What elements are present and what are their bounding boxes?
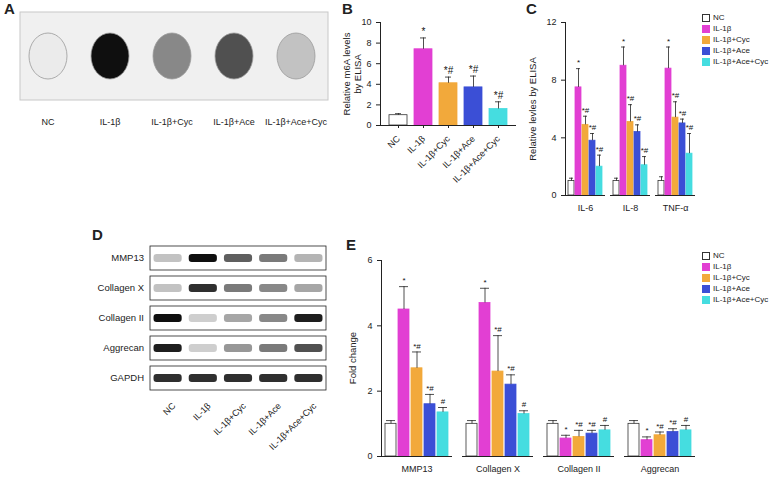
svg-text:IL-8: IL-8 xyxy=(623,203,639,213)
svg-text:0: 0 xyxy=(367,451,372,461)
svg-text:Collagen X: Collagen X xyxy=(476,464,520,474)
svg-text:*: * xyxy=(645,426,648,435)
svg-text:#: # xyxy=(684,415,689,424)
html-text:IL-1β: IL-1β xyxy=(713,24,732,33)
svg-text:#: # xyxy=(603,415,608,424)
svg-text:IL-1β: IL-1β xyxy=(100,117,121,127)
svg-text:NC: NC xyxy=(42,117,55,127)
svg-text:6: 6 xyxy=(367,255,372,265)
svg-text:IL-1β+Cyc: IL-1β+Cyc xyxy=(151,117,193,127)
html-text:E: E xyxy=(346,236,356,253)
svg-text:*#: *# xyxy=(469,64,479,75)
svg-text:*: * xyxy=(422,26,426,37)
svg-text:*#: *# xyxy=(575,420,583,429)
svg-text:12: 12 xyxy=(546,17,556,27)
svg-text:GAPDH: GAPDH xyxy=(110,372,144,383)
svg-text:Collagen X: Collagen X xyxy=(98,282,145,293)
svg-text:MMP13: MMP13 xyxy=(111,252,144,263)
html-text:Fold change: Fold change xyxy=(346,331,358,385)
svg-text:4: 4 xyxy=(551,133,556,143)
svg-text:*#: *# xyxy=(634,114,642,123)
html-text:IL-1β+Ace+Cyc: IL-1β+Ace+Cyc xyxy=(713,57,769,66)
svg-text:TNF-α: TNF-α xyxy=(663,203,689,213)
svg-text:*#: *# xyxy=(494,90,504,101)
svg-text:IL-1β+Ace: IL-1β+Ace xyxy=(213,117,254,127)
html-text:NC: NC xyxy=(713,13,725,22)
svg-text:*#: *# xyxy=(686,123,694,132)
svg-text:*: * xyxy=(622,37,625,46)
svg-text:*#: *# xyxy=(656,422,664,431)
svg-text:*#: *# xyxy=(669,418,677,427)
html-text:NC: NC xyxy=(713,251,725,260)
svg-text:*#: *# xyxy=(627,94,635,103)
svg-text:2: 2 xyxy=(366,100,371,110)
html-text:IL-1β+Cyc: IL-1β+Cyc xyxy=(713,35,750,44)
svg-text:*#: *# xyxy=(507,364,515,373)
svg-text:IL-1β+Cyc: IL-1β+Cyc xyxy=(415,133,452,171)
svg-text:8: 8 xyxy=(366,38,371,48)
svg-text:NC: NC xyxy=(386,133,403,150)
html-text:A: A xyxy=(4,0,15,17)
html-text:Relative m6A levels: Relative m6A levels xyxy=(341,32,352,115)
svg-text:0: 0 xyxy=(551,190,556,200)
html-text:IL-1β+Cyc: IL-1β+Cyc xyxy=(713,273,750,282)
html-text:IL-1β+Ace: IL-1β+Ace xyxy=(713,284,750,293)
svg-text:*#: *# xyxy=(413,342,421,351)
svg-text:Aggrecan: Aggrecan xyxy=(103,342,144,353)
svg-text:*#: *# xyxy=(494,325,502,334)
svg-text:*#: *# xyxy=(588,420,596,429)
svg-text:MMP13: MMP13 xyxy=(401,464,432,474)
html-text:Relative levles by ELISA: Relative levles by ELISA xyxy=(526,56,538,161)
svg-text:*: * xyxy=(564,425,567,434)
svg-text:0: 0 xyxy=(366,120,371,130)
svg-text:10: 10 xyxy=(361,17,371,27)
svg-text:IL-1β+Ace+Cyc: IL-1β+Ace+Cyc xyxy=(265,117,328,127)
svg-text:IL-1β: IL-1β xyxy=(191,401,213,423)
svg-text:Collagen II: Collagen II xyxy=(99,312,144,323)
svg-text:*#: *# xyxy=(582,106,590,115)
html-text:B: B xyxy=(342,0,353,17)
svg-text:4: 4 xyxy=(366,79,371,89)
html-text:D: D xyxy=(92,226,103,243)
svg-text:8: 8 xyxy=(551,75,556,85)
svg-text:2: 2 xyxy=(367,386,372,396)
svg-text:4: 4 xyxy=(367,321,372,331)
svg-text:IL-1β+Ace+Cyc: IL-1β+Ace+Cyc xyxy=(267,400,318,451)
svg-text:*: * xyxy=(483,278,486,287)
svg-text:*#: *# xyxy=(589,123,597,132)
svg-text:*#: *# xyxy=(641,146,649,155)
svg-text:*: * xyxy=(667,37,670,46)
svg-text:*#: *# xyxy=(444,65,454,76)
svg-text:*#: *# xyxy=(426,384,434,393)
svg-text:Collagen II: Collagen II xyxy=(557,464,600,474)
html-text:IL-1β: IL-1β xyxy=(713,262,732,271)
svg-text:Aggrecan: Aggrecan xyxy=(641,464,680,474)
svg-text:IL-6: IL-6 xyxy=(578,203,594,213)
svg-text:6: 6 xyxy=(366,59,371,69)
html-text:by ELISA: by ELISA xyxy=(352,53,363,94)
svg-text:#: # xyxy=(522,400,527,409)
html-text:IL-1β+Ace+Cyc: IL-1β+Ace+Cyc xyxy=(713,295,769,304)
svg-text:IL-1β+Cyc: IL-1β+Cyc xyxy=(211,400,248,437)
svg-text:#: # xyxy=(441,397,446,406)
svg-text:*: * xyxy=(577,58,580,67)
svg-text:IL-1β+Ace: IL-1β+Ace xyxy=(247,401,283,437)
svg-text:*#: *# xyxy=(679,109,687,118)
svg-text:*#: *# xyxy=(672,91,680,100)
svg-text:*#: *# xyxy=(596,145,604,154)
svg-text:IL-1β: IL-1β xyxy=(405,134,427,156)
svg-text:*: * xyxy=(402,276,405,285)
html-text:C: C xyxy=(526,0,537,17)
svg-text:NC: NC xyxy=(161,400,178,417)
html-text:IL-1β+Ace: IL-1β+Ace xyxy=(713,46,750,55)
svg-text:IL-1β+Ace+Cyc: IL-1β+Ace+Cyc xyxy=(451,133,502,184)
